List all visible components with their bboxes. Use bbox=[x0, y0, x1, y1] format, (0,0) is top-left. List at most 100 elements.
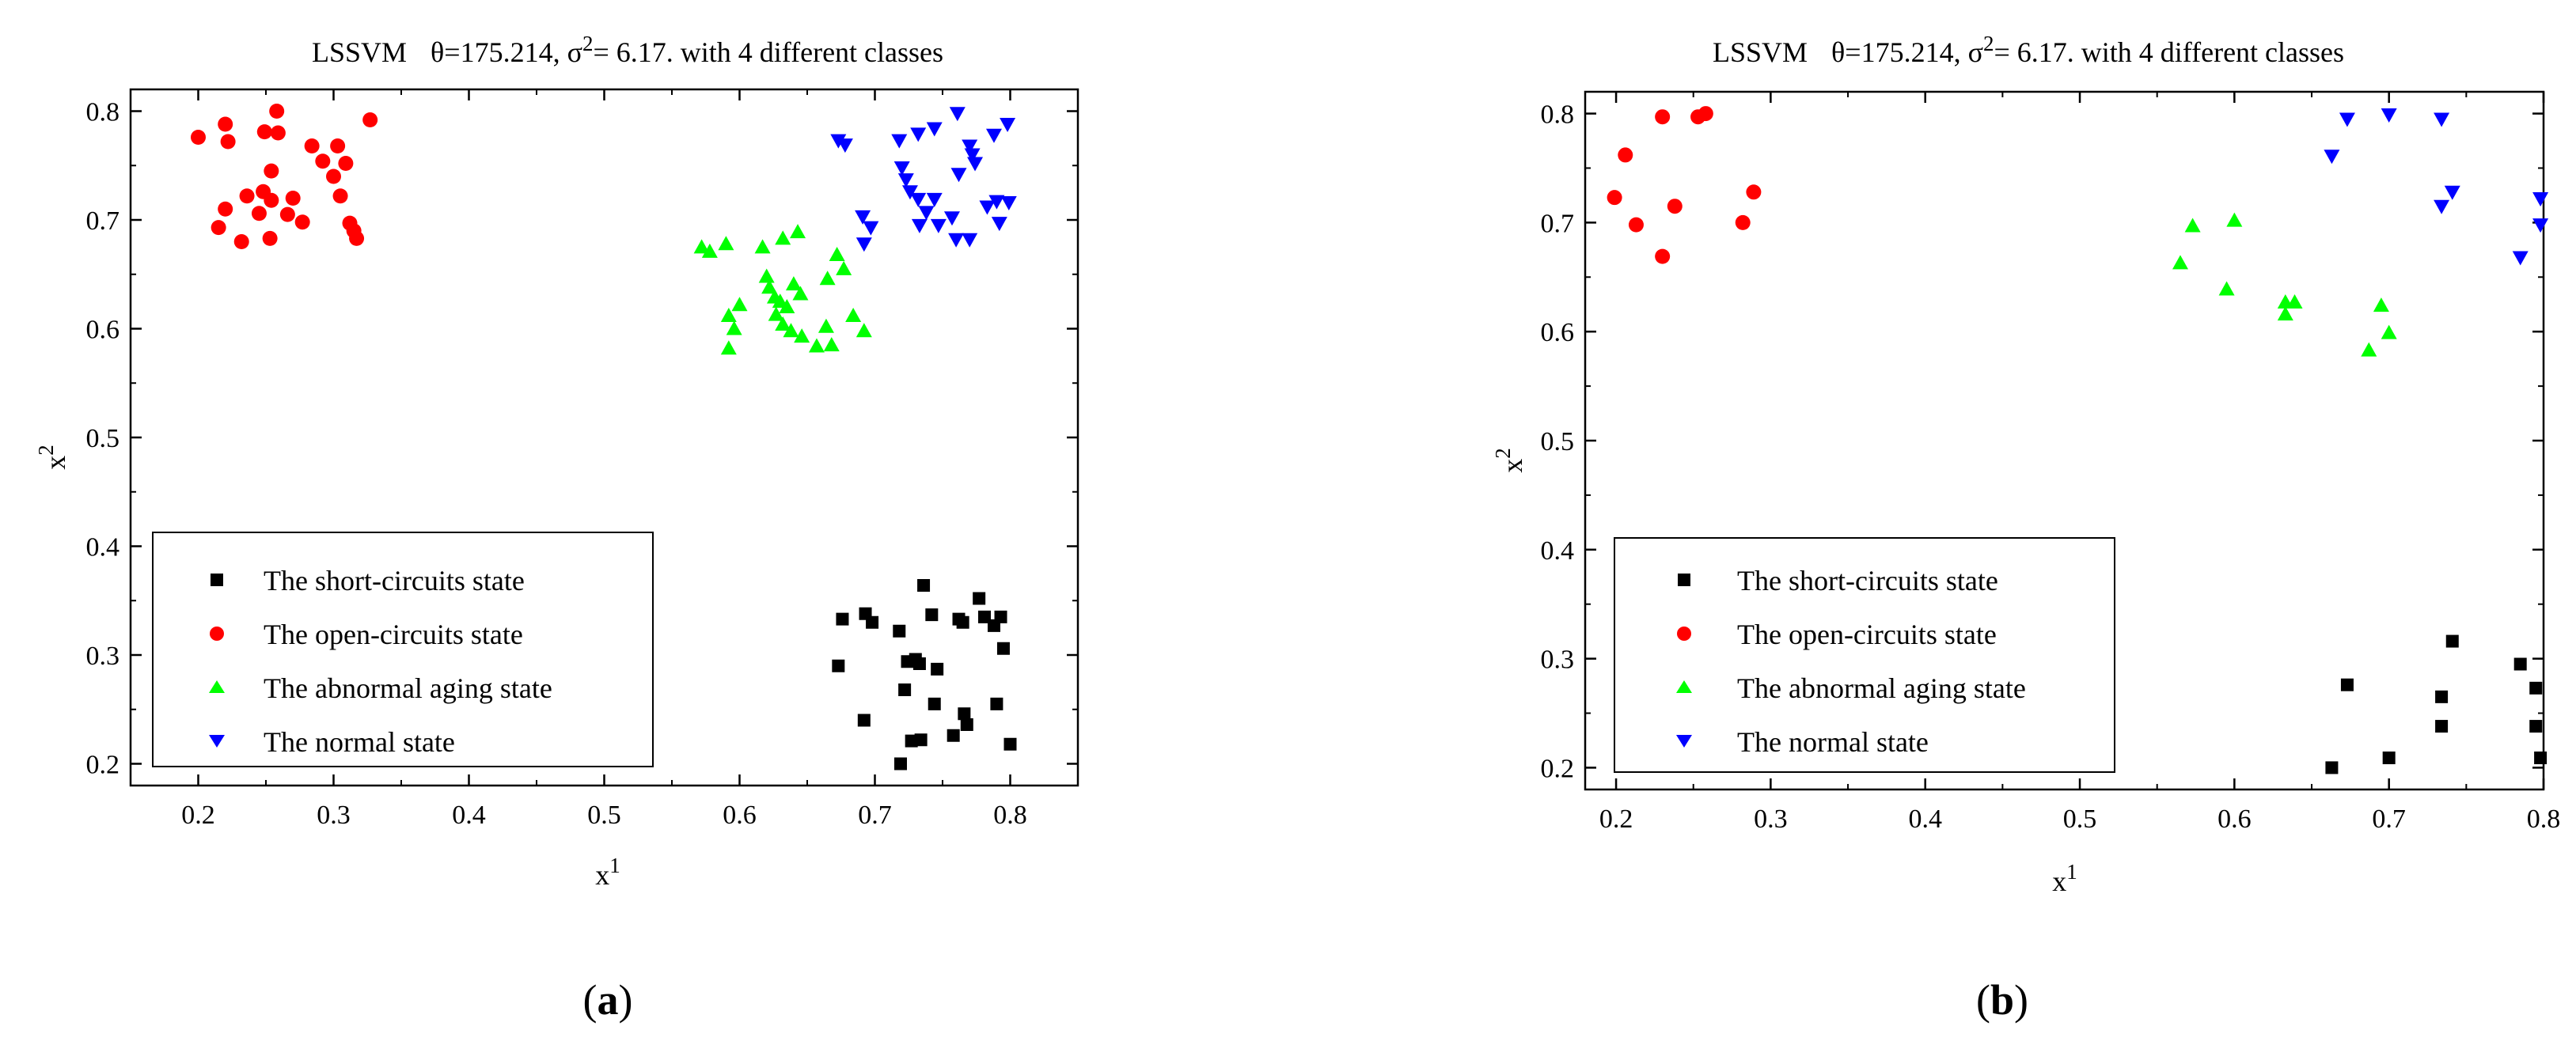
x-label: x bbox=[595, 859, 609, 891]
legend-marker-short bbox=[1678, 574, 1690, 586]
data-point-aging bbox=[836, 260, 852, 275]
data-point-aging bbox=[2381, 324, 2397, 339]
data-point-normal bbox=[967, 157, 984, 172]
x-tick-label: 0.3 bbox=[317, 801, 351, 830]
data-point-short bbox=[2513, 657, 2527, 671]
y-label: x bbox=[40, 456, 71, 470]
y-tick-label: 0.4 bbox=[1541, 536, 1575, 566]
data-point-open bbox=[1698, 106, 1713, 122]
data-point-short bbox=[893, 624, 906, 638]
data-point-aging bbox=[731, 297, 748, 312]
data-point-open bbox=[362, 112, 378, 127]
x-axis-label-a: x1 bbox=[595, 854, 620, 891]
data-point-short bbox=[2340, 678, 2354, 691]
data-point-open bbox=[326, 168, 341, 184]
y-tick-label: 0.5 bbox=[86, 424, 120, 453]
data-point-open bbox=[262, 230, 278, 246]
y-label-sup: 2 bbox=[1491, 448, 1515, 459]
data-point-open bbox=[279, 206, 295, 222]
data-point-open bbox=[1628, 217, 1644, 233]
legend-label-open: The open-circuits state bbox=[264, 619, 523, 650]
data-point-short bbox=[2382, 752, 2396, 765]
data-point-normal bbox=[943, 211, 960, 226]
data-point-aging bbox=[718, 236, 734, 251]
data-point-aging bbox=[819, 271, 836, 286]
x-label: x bbox=[2052, 865, 2066, 897]
data-point-aging bbox=[2218, 281, 2235, 296]
data-point-short bbox=[931, 662, 944, 676]
data-point-open bbox=[239, 188, 255, 204]
y-tick-label: 0.6 bbox=[86, 316, 120, 345]
data-point-short bbox=[958, 707, 971, 721]
legend-label-normal: The normal state bbox=[264, 726, 455, 758]
data-point-normal bbox=[2444, 185, 2460, 200]
y-tick-label: 0.3 bbox=[1541, 646, 1575, 675]
data-point-short bbox=[914, 733, 928, 747]
data-point-open bbox=[220, 134, 236, 150]
x-tick-label: 0.2 bbox=[1599, 805, 1633, 834]
data-point-open bbox=[251, 206, 267, 221]
data-point-aging bbox=[2172, 255, 2188, 270]
y-tick-label: 0.2 bbox=[1541, 754, 1575, 783]
data-point-short bbox=[2534, 752, 2548, 765]
data-point-short bbox=[925, 608, 939, 622]
title-sigma-sup: 2 bbox=[1983, 32, 1994, 55]
data-point-aging bbox=[701, 243, 718, 258]
data-point-aging bbox=[720, 308, 737, 322]
legend-label-aging: The abnormal aging state bbox=[1737, 672, 2026, 704]
data-point-normal bbox=[1000, 196, 1017, 210]
data-point-aging bbox=[845, 308, 862, 322]
data-point-aging bbox=[856, 323, 872, 338]
data-point-normal bbox=[2512, 251, 2529, 266]
x-tick-label: 0.8 bbox=[2527, 805, 2561, 834]
x-tick-label: 0.7 bbox=[858, 801, 892, 830]
data-point-short bbox=[947, 729, 960, 742]
title-theta: θ=175.214, bbox=[1831, 36, 1968, 68]
data-point-normal bbox=[949, 107, 966, 122]
data-point-aging bbox=[2226, 212, 2243, 227]
data-point-normal bbox=[979, 200, 996, 215]
data-point-normal bbox=[1000, 118, 1016, 132]
y-tick-label: 0.6 bbox=[1541, 318, 1575, 347]
panel-b: LSSVM θ=175.214, σ2= 6.17. with 4 differe… bbox=[1491, 32, 2560, 1024]
legend-a: The short-circuits state The open-circui… bbox=[152, 532, 654, 767]
data-point-normal bbox=[2434, 112, 2450, 127]
data-point-open bbox=[285, 191, 301, 206]
data-point-short bbox=[2325, 761, 2339, 774]
series-open bbox=[191, 104, 378, 249]
series-aging bbox=[2172, 212, 2397, 357]
panel-label-b: (b) bbox=[1976, 976, 2028, 1024]
data-point-aging bbox=[783, 323, 799, 338]
data-point-open bbox=[218, 201, 233, 217]
y-tick-label: 0.8 bbox=[86, 98, 120, 127]
legend-marker-aging bbox=[1676, 680, 1692, 693]
data-point-normal bbox=[2324, 150, 2340, 165]
data-point-open bbox=[1655, 248, 1671, 264]
y-label: x bbox=[1497, 459, 1528, 473]
data-point-short bbox=[973, 592, 986, 605]
data-point-normal bbox=[2434, 199, 2450, 214]
data-point-aging bbox=[818, 318, 834, 333]
data-point-normal bbox=[991, 217, 1007, 232]
data-point-normal bbox=[830, 134, 847, 149]
x-axis-label-b: x1 bbox=[2052, 860, 2077, 897]
data-point-aging bbox=[785, 276, 802, 291]
data-point-normal bbox=[856, 237, 872, 252]
y-tick-label: 0.5 bbox=[1541, 427, 1575, 456]
data-point-open bbox=[1735, 214, 1751, 230]
data-point-open bbox=[1618, 147, 1633, 163]
title-suffix: = 6.17. with 4 different classes bbox=[1994, 36, 2344, 68]
data-point-normal bbox=[988, 195, 1005, 210]
data-point-short bbox=[2529, 720, 2543, 733]
x-tick-label: 0.4 bbox=[452, 801, 486, 830]
data-point-normal bbox=[985, 128, 1002, 143]
chart-title-b: LSSVM θ=175.214, σ2= 6.17. with 4 differe… bbox=[1713, 32, 2344, 68]
data-point-normal bbox=[910, 127, 927, 142]
data-point-short bbox=[912, 657, 926, 670]
title-sigma: σ bbox=[567, 36, 582, 68]
title-suffix: = 6.17. with 4 different classes bbox=[593, 36, 943, 68]
data-point-open bbox=[264, 192, 279, 208]
data-point-aging bbox=[823, 337, 840, 352]
data-point-short bbox=[2529, 681, 2543, 695]
data-point-normal bbox=[926, 192, 943, 207]
